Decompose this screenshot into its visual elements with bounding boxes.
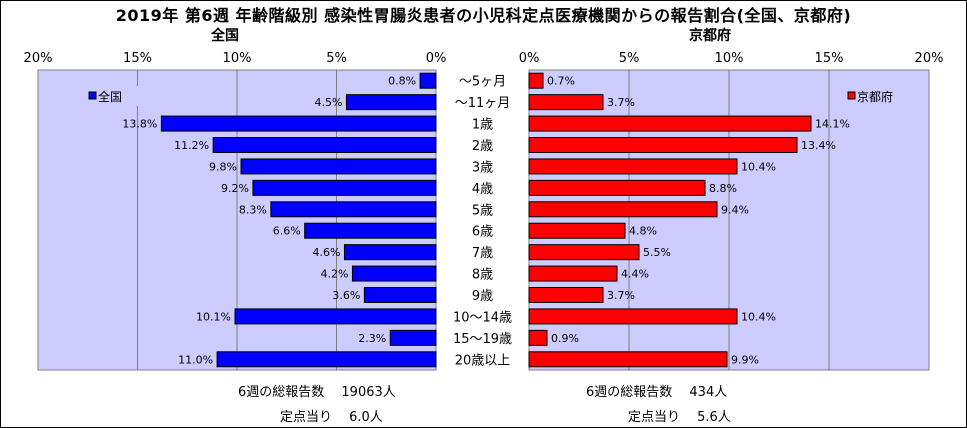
age-category-label: 3歳: [472, 160, 493, 175]
national-bar: [351, 265, 437, 282]
kyoto-value-label: 4.4%: [621, 268, 649, 281]
national-subtitle: 全国: [211, 28, 239, 44]
national-tick-label: 10%: [223, 51, 252, 66]
chart-title: 2019年 第6週 年齢階級別 感染性胃腸炎患者の小児科定点医療機関からの報告割…: [115, 6, 852, 25]
kyoto-tick-label: 0%: [519, 51, 540, 66]
kyoto-bar: [528, 222, 626, 239]
kyoto-bar: [528, 179, 706, 196]
national-value-label: 4.2%: [320, 268, 348, 281]
kyoto-value-label: 10.4%: [741, 160, 776, 173]
age-category-label: 2歳: [472, 139, 493, 154]
national-value-label: 11.0%: [178, 353, 213, 366]
national-value-label: 13.8%: [122, 118, 157, 131]
kyoto-legend-swatch: [847, 91, 856, 100]
national-bar: [252, 179, 437, 196]
national-value-label: 4.5%: [314, 96, 342, 109]
national-value-label: 8.3%: [239, 203, 267, 216]
national-tick-label: 0%: [426, 51, 447, 66]
national-bar: [270, 201, 437, 218]
national-bar: [389, 329, 437, 346]
kyoto-bar: [528, 94, 604, 111]
kyoto-bar: [528, 201, 718, 218]
national-bar: [363, 287, 437, 303]
kyoto-value-label: 4.8%: [629, 225, 657, 238]
age-category-label: 9歳: [472, 289, 493, 304]
kyoto-value-label: 0.9%: [551, 332, 579, 345]
age-category-label: 8歳: [472, 268, 493, 283]
age-category-label: 〜5ヶ月: [459, 75, 506, 90]
age-category-label: 7歳: [472, 246, 493, 261]
kyoto-tick-label: 10%: [715, 51, 744, 66]
kyoto-bar: [528, 72, 544, 89]
national-legend-label: 全国: [98, 89, 122, 104]
national-legend-swatch: [88, 91, 97, 100]
national-value-label: 10.1%: [196, 310, 231, 323]
national-value-label: 3.6%: [332, 289, 360, 302]
national-per-site: 定点当り 6.0人: [280, 410, 383, 425]
kyoto-bar: [528, 265, 618, 282]
national-bar: [419, 72, 437, 89]
national-tick-label: 20%: [24, 51, 53, 66]
kyoto-bar: [528, 158, 738, 175]
national-value-label: 9.8%: [209, 160, 237, 173]
kyoto-bar: [528, 115, 812, 132]
age-category-label: 15〜19歳: [453, 332, 512, 347]
kyoto-value-label: 9.9%: [731, 353, 759, 366]
kyoto-legend-box: [843, 86, 903, 106]
age-category-label: 5歳: [472, 203, 493, 218]
kyoto-tick-label: 20%: [915, 51, 944, 66]
age-category-label: 20歳以上: [455, 353, 511, 368]
national-bar: [304, 222, 437, 239]
kyoto-value-label: 5.5%: [643, 246, 671, 259]
national-value-label: 6.6%: [273, 225, 301, 238]
age-category-label: 6歳: [472, 225, 493, 240]
kyoto-value-label: 0.7%: [547, 75, 575, 88]
national-bar: [216, 351, 437, 368]
national-bar: [345, 94, 437, 111]
national-value-label: 0.8%: [388, 75, 416, 88]
kyoto-bar: [528, 244, 640, 261]
kyoto-bar: [528, 351, 728, 368]
national-bar: [240, 158, 437, 175]
age-category-label: 10〜14歳: [453, 310, 512, 325]
kyoto-tick-label: 15%: [815, 51, 844, 66]
national-bar: [160, 115, 437, 132]
national-tick-label: 5%: [326, 51, 347, 66]
kyoto-bar: [528, 287, 604, 303]
kyoto-tick-label: 5%: [619, 51, 640, 66]
national-value-label: 9.2%: [221, 182, 249, 195]
kyoto-subtitle: 京都府: [689, 28, 731, 44]
kyoto-bar: [528, 308, 738, 325]
national-bar: [343, 244, 437, 261]
national-tick-label: 15%: [123, 51, 152, 66]
age-category-label: 1歳: [472, 118, 493, 133]
kyoto-value-label: 13.4%: [801, 139, 836, 152]
kyoto-legend-label: 京都府: [857, 89, 893, 104]
national-bar: [212, 137, 437, 153]
kyoto-value-label: 3.7%: [607, 96, 635, 109]
national-legend-box: [82, 86, 214, 106]
kyoto-value-label: 3.7%: [607, 289, 635, 302]
kyoto-value-label: 8.8%: [709, 182, 737, 195]
kyoto-value-label: 10.4%: [741, 310, 776, 323]
kyoto-value-label: 14.1%: [815, 118, 850, 131]
kyoto-value-label: 9.4%: [721, 203, 749, 216]
national-bar: [234, 308, 437, 325]
national-value-label: 11.2%: [174, 139, 209, 152]
kyoto-bar: [528, 329, 548, 346]
age-category-label: 4歳: [472, 182, 493, 197]
national-value-label: 4.6%: [313, 246, 341, 259]
kyoto-total-reports: 6週の総報告数 434人: [586, 385, 728, 400]
kyoto-per-site: 定点当り 5.6人: [628, 410, 731, 425]
kyoto-bar: [528, 137, 798, 153]
national-total-reports: 6週の総報告数 19063人: [238, 385, 396, 400]
national-value-label: 2.3%: [358, 332, 386, 345]
age-category-label: 〜11ヶ月: [455, 96, 511, 111]
